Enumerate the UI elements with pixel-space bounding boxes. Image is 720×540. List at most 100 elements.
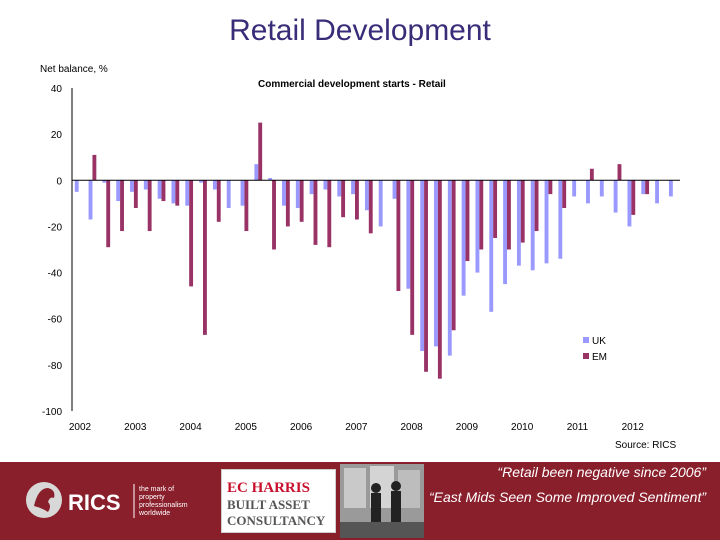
bar-em: [175, 180, 180, 206]
bar-em: [106, 180, 111, 248]
bar-uk: [489, 180, 494, 312]
bar-uk: [282, 180, 286, 206]
bar-em: [147, 180, 152, 232]
y-axis-label: Net balance, %: [40, 64, 108, 75]
rics-logo: RICS the mark of property professionalis…: [26, 482, 188, 518]
bar-uk: [475, 180, 480, 273]
bar-em: [534, 180, 539, 232]
bar-uk: [351, 180, 355, 195]
bar-uk: [364, 180, 369, 211]
bar-uk: [544, 180, 549, 264]
bar-em: [645, 180, 650, 195]
quote-retail-negative: “Retail been negative since 2006”: [497, 464, 706, 480]
bar-em: [479, 180, 484, 250]
x-tick-label: 2002: [69, 422, 92, 433]
bar-em: [465, 180, 470, 262]
rics-wordmark: RICS: [68, 490, 121, 515]
x-tick-label: 2010: [511, 422, 534, 433]
bar-uk: [130, 180, 134, 192]
bar-uk: [116, 180, 121, 202]
legend: UK EM: [583, 336, 607, 363]
rics-tagline-1: the mark of: [139, 486, 174, 493]
bar-em: [120, 180, 124, 232]
bar-uk: [254, 164, 259, 181]
x-tick-labels: 2002 2003 2004 2005 2006 2007 2008 2009 2010 2011…: [69, 422, 644, 433]
bar-uk: [572, 180, 577, 197]
bar-uk: [447, 180, 452, 356]
bar-uk: [420, 180, 425, 352]
bar-uk: [185, 180, 190, 206]
bar-uk: [530, 180, 535, 271]
bar-uk: [323, 180, 328, 190]
x-tick-label: 2011: [567, 422, 589, 433]
bar-em: [451, 180, 456, 331]
bar-em: [244, 180, 249, 232]
y-tick-label: -100: [42, 407, 62, 418]
bar-em: [313, 180, 318, 245]
source-note: Source: RICS: [615, 440, 676, 451]
bar-em: [327, 180, 332, 248]
bar-uk: [268, 177, 273, 181]
legend-swatch-uk: [583, 337, 589, 343]
bar-uk: [655, 180, 659, 204]
legend-swatch-em: [583, 353, 589, 359]
bar-uk: [199, 180, 203, 183]
chart-panel: Net balance, % Commercial development st…: [30, 56, 690, 456]
bar-uk: [406, 180, 411, 289]
bar-uk: [212, 180, 217, 190]
bar-em: [216, 180, 221, 222]
bars: [74, 122, 673, 379]
bar-em: [189, 180, 194, 287]
bar-em: [631, 180, 636, 215]
bar-em: [493, 180, 498, 238]
bar-em: [507, 180, 511, 250]
bar-em: [562, 180, 567, 208]
legend-label-uk: UK: [592, 336, 606, 347]
ec-harris-logo-graphic: EC HARRIS BUILT ASSET CONSULTANCY: [227, 480, 326, 528]
y-tick-label: -60: [48, 315, 63, 326]
bar-em: [617, 164, 622, 181]
x-tick-label: 2004: [179, 422, 202, 433]
ec-harris-line3: CONSULTANCY: [227, 513, 326, 528]
y-tick-label: 0: [56, 176, 62, 187]
business-people-image: [340, 464, 424, 538]
bar-uk: [558, 180, 563, 259]
legend-label-em: EM: [592, 352, 607, 363]
x-tick-label: 2009: [456, 422, 479, 433]
bar-uk: [74, 180, 79, 192]
rics-tagline-3: professionalism: [139, 502, 188, 509]
bar-uk: [88, 180, 93, 220]
bar-uk: [309, 180, 314, 195]
bar-em: [272, 180, 276, 250]
ec-harris-logo: EC HARRIS BUILT ASSET CONSULTANCY: [221, 469, 336, 533]
bar-uk: [627, 180, 632, 227]
x-tick-label: 2003: [124, 422, 147, 433]
bar-em: [437, 180, 442, 379]
x-tick-label: 2005: [235, 422, 258, 433]
rics-lion-icon: [34, 488, 55, 512]
y-tick-label: 40: [51, 84, 63, 95]
bar-em: [355, 180, 359, 220]
bar-em: [285, 180, 290, 227]
bar-em: [133, 180, 138, 208]
retail-development-chart: Net balance, % Commercial development st…: [40, 64, 680, 451]
bar-em: [368, 180, 373, 234]
y-tick-label: -20: [48, 222, 63, 233]
bar-em: [341, 180, 346, 218]
bar-uk: [337, 180, 342, 197]
bar-em: [92, 154, 97, 181]
bar-em: [548, 180, 553, 195]
bar-uk: [102, 180, 107, 183]
bar-uk: [586, 180, 590, 204]
bar-uk: [613, 180, 618, 213]
bar-uk: [668, 180, 673, 197]
footer-banner: RICS the mark of property professionalis…: [0, 462, 720, 540]
slide-title: Retail Development: [229, 14, 491, 47]
business-people-photo: [340, 464, 424, 538]
bar-em: [589, 168, 594, 181]
bar-em: [520, 180, 525, 243]
ec-harris-name: EC HARRIS: [227, 480, 310, 496]
bar-uk: [392, 180, 397, 199]
bar-em: [258, 122, 263, 181]
bar-uk: [157, 180, 162, 199]
